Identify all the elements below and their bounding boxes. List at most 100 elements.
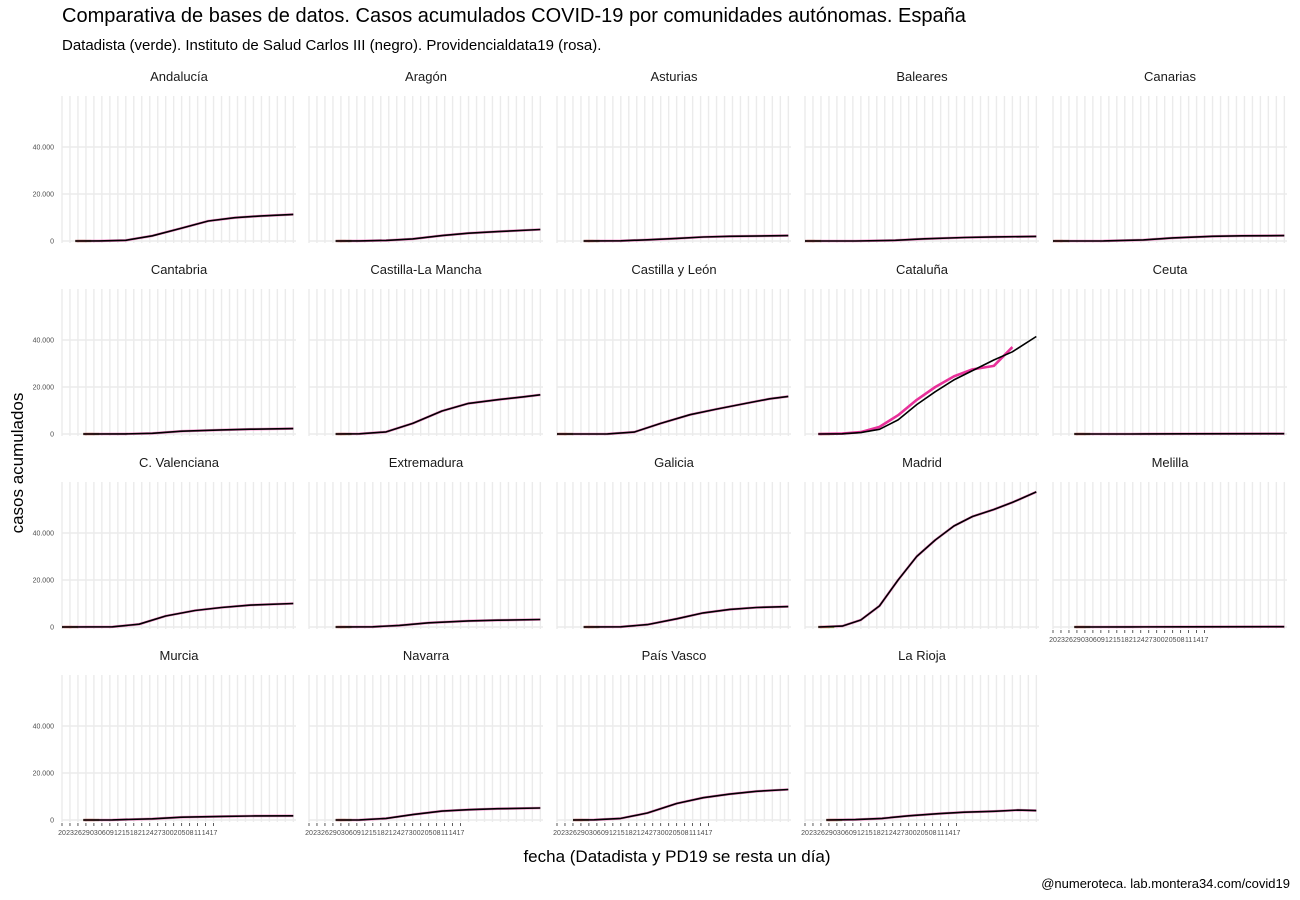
x-tick-label: 26 <box>569 830 577 837</box>
facet-panel-3: Asturias <box>556 69 791 243</box>
x-tick-label: 11 <box>194 830 201 837</box>
facet-panel-8: Castilla y León <box>556 262 791 436</box>
facet-title: Castilla y León <box>631 262 716 277</box>
x-tick-label: 23 <box>1057 637 1065 644</box>
x-tick-label: 09 <box>106 830 114 837</box>
x-tick-label: 02 <box>1161 637 1169 644</box>
y-tick-label: 20.000 <box>33 385 55 392</box>
x-tick-label: 06 <box>1089 637 1097 644</box>
x-tick-label: 30 <box>1153 637 1161 644</box>
x-tick-label: 21 <box>881 830 889 837</box>
y-tick-label: 40.000 <box>33 724 55 731</box>
x-tick-label: 17 <box>1201 637 1209 644</box>
x-tick-label: 15 <box>865 830 873 837</box>
facet-title: Melilla <box>1152 455 1190 470</box>
x-tick-label: 18 <box>377 830 385 837</box>
y-tick-label: 40.000 <box>33 145 55 152</box>
x-tick-label: 11 <box>689 830 696 837</box>
x-tick-label: 20 <box>553 830 561 837</box>
facet-title: Castilla-La Mancha <box>370 262 482 277</box>
facet-panel-19: La Rioja 20 23 26 29 03 06 09 12 15 18 21 24 27 30 02 05… <box>801 648 1039 837</box>
x-tick-label: 26 <box>1065 637 1073 644</box>
x-tick-label: 18 <box>625 830 633 837</box>
x-tick-label: 05 <box>673 830 681 837</box>
facet-title: Madrid <box>902 455 942 470</box>
x-tick-label: 11 <box>441 830 448 837</box>
facet-panel-7: Castilla-La Mancha <box>308 262 543 436</box>
x-tick-label: 05 <box>425 830 433 837</box>
x-tick-label: 17 <box>210 830 218 837</box>
chart-subtitle: Datadista (verde). Instituto de Salud Ca… <box>62 37 602 54</box>
facet-title: Extremadura <box>389 455 464 470</box>
y-tick-label: 20.000 <box>33 771 55 778</box>
x-tick-label: 24 <box>1137 637 1145 644</box>
x-tick-label: 20 <box>58 830 66 837</box>
y-tick-label: 0 <box>50 818 54 825</box>
x-tick-label: 14 <box>945 830 953 837</box>
y-tick-label: 40.000 <box>33 338 55 345</box>
isciii-line <box>335 618 541 628</box>
facet-panel-10: Ceuta <box>1052 262 1287 436</box>
x-tick-label: 27 <box>897 830 905 837</box>
x-tick-label: 30 <box>905 830 913 837</box>
x-tick-label: 24 <box>889 830 897 837</box>
facet-panel-5: Canarias <box>1052 69 1287 243</box>
isciii-line <box>583 234 789 242</box>
facet-title: Navarra <box>403 648 450 663</box>
x-tick-label: 30 <box>409 830 417 837</box>
pd19-line <box>818 346 1014 436</box>
isciii-line <box>818 335 1037 435</box>
x-tick-label: 24 <box>393 830 401 837</box>
x-tick-label: 06 <box>593 830 601 837</box>
x-tick-label: 02 <box>665 830 673 837</box>
x-tick-label: 18 <box>1121 637 1129 644</box>
isciii-line <box>1052 234 1285 242</box>
x-tick-label: 21 <box>138 830 146 837</box>
x-tick-label: 26 <box>817 830 825 837</box>
facet-title: Baleares <box>896 69 948 84</box>
x-tick-label: 15 <box>369 830 377 837</box>
x-tick-label: 08 <box>186 830 194 837</box>
isciii-line <box>75 213 294 242</box>
pd19-line <box>818 490 1037 629</box>
facet-title: Cataluña <box>896 262 949 277</box>
x-tick-label: 17 <box>457 830 465 837</box>
y-tick-label: 0 <box>50 625 54 632</box>
x-tick-label: 26 <box>74 830 82 837</box>
x-tick-label: 27 <box>154 830 162 837</box>
x-tick-label: 20 <box>801 830 809 837</box>
facet-panel-6: Cantabria 0 20.000 40.000 <box>33 262 296 439</box>
x-tick-label: 09 <box>353 830 361 837</box>
facet-panel-4: Baleares <box>804 69 1039 243</box>
pd19-line <box>335 806 541 822</box>
x-tick-label: 20 <box>1049 637 1057 644</box>
x-tick-label: 09 <box>1097 637 1105 644</box>
x-tick-label: 23 <box>561 830 569 837</box>
isciii-line <box>335 394 541 435</box>
isciii-line <box>335 228 541 242</box>
facet-panel-18: País Vasco 20 23 26 29 03 06 09 12 15 18 21 24 27 30 02… <box>553 648 791 837</box>
x-tick-label: 03 <box>337 830 345 837</box>
y-tick-label: 0 <box>50 432 54 439</box>
facet-title: La Rioja <box>898 648 946 663</box>
x-tick-label: 17 <box>953 830 961 837</box>
facet-title: Ceuta <box>1153 262 1188 277</box>
x-tick-label: 08 <box>1177 637 1185 644</box>
x-tick-label: 02 <box>913 830 921 837</box>
x-tick-label: 18 <box>130 830 138 837</box>
x-tick-label: 08 <box>681 830 689 837</box>
isciii-line <box>83 815 294 821</box>
facet-title: País Vasco <box>642 648 707 663</box>
facet-title: C. Valenciana <box>139 455 220 470</box>
x-tick-label: 14 <box>1193 637 1201 644</box>
x-tick-label: 11 <box>937 830 944 837</box>
x-tick-label: 21 <box>1129 637 1137 644</box>
x-tick-label: 05 <box>178 830 186 837</box>
x-tick-label: 03 <box>90 830 98 837</box>
x-axis-label: fecha (Datadista y PD19 se resta un día) <box>523 847 831 866</box>
x-tick-label: 05 <box>1169 637 1177 644</box>
facet-title: Cantabria <box>151 262 208 277</box>
facet-panel-17: Navarra 20 23 26 29 03 06 09 12 15 18 21 24 27 30 02 05 0… <box>305 648 543 837</box>
x-tick-label: 21 <box>633 830 641 837</box>
